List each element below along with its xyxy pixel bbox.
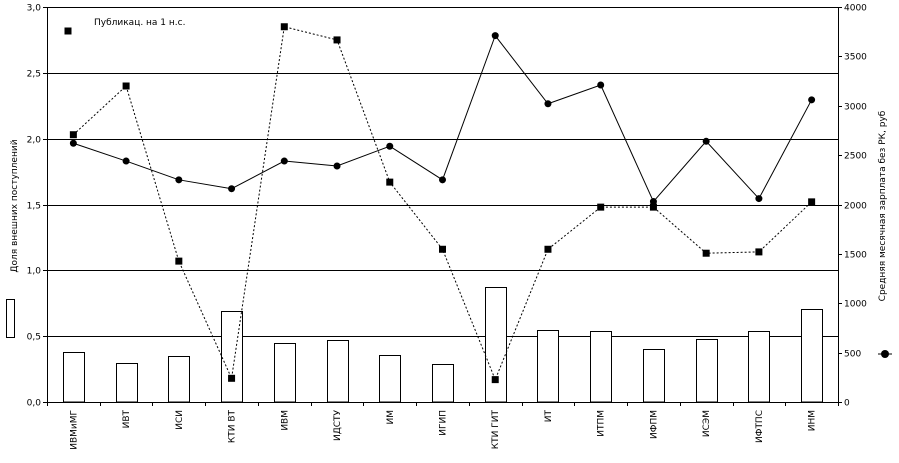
publications-point	[386, 178, 394, 186]
salary-point	[649, 198, 657, 206]
y-left-tick-label: 3,0	[27, 4, 42, 14]
x-category-label: ИВМиМГ	[69, 410, 79, 450]
salary-point	[386, 142, 394, 150]
x-category-label: ИВТ	[122, 409, 132, 428]
y-right-tick-label: 1500	[844, 251, 867, 261]
bar	[168, 356, 190, 403]
bar	[801, 309, 823, 403]
axes: 0,0 0,5 1,0 1,5 2,0 2,5 3,0 0 500 1000 1500 2000 250…	[27, 4, 868, 450]
x-category-label: ИТ	[544, 410, 554, 423]
salary-point	[702, 137, 710, 145]
y-right-tick-label: 3000	[844, 103, 867, 113]
bar	[327, 340, 349, 403]
y-right-tick-label: 0	[844, 399, 850, 409]
x-category-label: ИФТПС	[755, 410, 765, 443]
x-category-label: ИДСТУ	[333, 409, 343, 441]
salary-point	[597, 81, 605, 89]
y-left-tick-label: 2,0	[27, 136, 42, 146]
bar	[590, 331, 612, 403]
bar	[643, 349, 665, 403]
salary-point	[175, 176, 183, 184]
legend-marker-bar	[6, 299, 15, 338]
x-category-label: ИСЭМ	[702, 410, 712, 437]
bar-series	[63, 287, 823, 403]
bar	[537, 330, 559, 403]
y-left-tick-label: 2,5	[27, 70, 41, 80]
x-category-label: ИТПМ	[597, 410, 607, 437]
y-left-tick-label: 0,0	[27, 399, 42, 409]
salary-point	[439, 176, 446, 184]
x-category-label: ИГИП	[439, 410, 449, 436]
salary-point	[122, 157, 130, 165]
publications-point	[808, 198, 816, 206]
publications-point	[755, 248, 763, 256]
x-category-label: КТИ ВТ	[228, 410, 238, 444]
bar	[485, 287, 507, 403]
legend: Публикац. на 1 н.с.	[6, 18, 892, 358]
y-right-axis-title: Средняя месячная зарплата без РК, руб	[878, 110, 888, 301]
x-category-label: ИФПМ	[649, 410, 659, 439]
bar	[432, 364, 454, 403]
bar	[379, 355, 401, 403]
x-category-label: ИМ	[386, 410, 396, 425]
publications-point	[544, 245, 552, 253]
legend-marker-square	[64, 27, 72, 35]
legend-marker-circle	[881, 350, 889, 358]
line-series	[69, 23, 816, 384]
y-right-tick-label: 2500	[844, 152, 867, 162]
x-category-label: ИСИ	[175, 410, 185, 430]
legend-label-publications: Публикац. на 1 н.с.	[94, 18, 185, 28]
publications-point	[333, 36, 341, 44]
y-right-tick-label: 2000	[844, 202, 867, 212]
publications-point	[702, 249, 710, 257]
publications-point	[69, 131, 77, 139]
publications-point	[439, 245, 446, 253]
publications-point	[491, 376, 499, 384]
salary-point	[69, 139, 77, 147]
y-right-tick-label: 500	[844, 350, 861, 360]
publications-point	[597, 203, 605, 211]
publications-point	[280, 23, 288, 31]
gridlines	[47, 7, 838, 337]
publications-line	[73, 26, 812, 381]
salary-point	[228, 185, 236, 193]
salary-point	[491, 32, 499, 40]
publications-point	[122, 82, 130, 90]
y-right-tick-label: 4000	[844, 4, 867, 14]
bar	[748, 331, 770, 403]
publications-point	[175, 257, 183, 265]
salary-point	[544, 100, 552, 108]
y-left-tick-label: 0,5	[27, 333, 41, 343]
y-left-tick-label: 1,0	[27, 267, 42, 277]
y-left-axis-title: Доля внешних поступлений	[10, 139, 20, 272]
y-right-tick-label: 1000	[844, 300, 867, 310]
salary-point	[333, 162, 341, 170]
x-category-label: ИВМ	[280, 410, 290, 431]
salary-point	[280, 157, 288, 165]
y-right-tick-label: 3500	[844, 53, 867, 63]
y-left-tick-label: 1,5	[27, 202, 41, 212]
x-category-label: ИНМ	[808, 410, 818, 431]
salary-point	[755, 195, 763, 203]
bar	[63, 352, 85, 403]
bar	[274, 343, 296, 403]
salary-point	[808, 96, 816, 104]
publications-point	[228, 374, 236, 382]
x-category-label: КТИ ГИТ	[491, 410, 501, 450]
publications-point	[649, 203, 657, 211]
bar	[696, 339, 718, 403]
bar	[116, 363, 138, 403]
